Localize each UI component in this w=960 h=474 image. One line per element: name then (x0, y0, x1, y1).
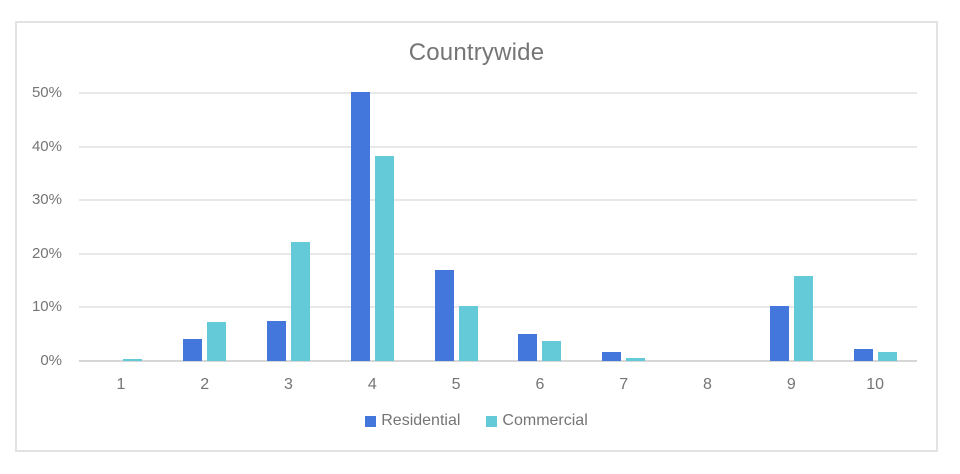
y-tick-label: 0% (40, 352, 62, 369)
legend-swatch-icon (365, 415, 377, 427)
x-tick-label: 3 (284, 376, 293, 393)
bar-commercial-1 (123, 358, 143, 361)
gridline (79, 145, 917, 148)
y-tick-label: 20% (31, 244, 62, 262)
legend-item-commercial: Commercial (486, 412, 588, 430)
x-tick-label: 6 (535, 376, 545, 393)
x-tick-label: 1 (116, 376, 126, 393)
y-tick-label: 50% (31, 84, 62, 101)
bar-residential-3 (267, 321, 286, 361)
legend-label: Residential (381, 412, 461, 429)
bar-residential-5 (434, 269, 454, 361)
x-tick-label: 8 (703, 376, 712, 393)
gridline (79, 252, 917, 255)
legend-swatch-icon (486, 415, 498, 427)
bar-residential-2 (183, 339, 203, 361)
x-axis-baseline (79, 360, 917, 362)
bar-commercial-3 (291, 242, 310, 361)
bar-residential-4 (350, 91, 370, 361)
bar-commercial-2 (207, 322, 227, 361)
x-tick-label: 4 (367, 376, 377, 393)
y-tick-label: 40% (31, 137, 62, 155)
gridline (79, 199, 917, 202)
x-tick-label: 2 (200, 376, 210, 393)
x-tick-label: 7 (619, 376, 629, 393)
bar-commercial-9 (793, 275, 813, 361)
y-tick-label: 10% (31, 298, 62, 316)
bar-commercial-10 (877, 351, 897, 361)
legend-label: Commercial (502, 412, 588, 429)
chart-legend: Residential Commercial (17, 412, 936, 430)
x-tick-label: 10 (866, 376, 884, 393)
gridline (79, 92, 917, 94)
legend-item-residential: Residential (365, 412, 460, 430)
chart-title: Countrywide (408, 39, 545, 66)
bar-residential-9 (769, 305, 789, 361)
bar-residential-10 (853, 348, 873, 361)
bar-commercial-6 (542, 341, 562, 361)
bar-residential-7 (602, 351, 622, 361)
bar-residential-6 (518, 334, 538, 361)
plot-area (79, 91, 917, 362)
gridline (79, 306, 917, 309)
x-tick-label: 9 (786, 376, 796, 393)
bar-commercial-4 (374, 156, 394, 361)
x-tick-label: 5 (451, 376, 461, 393)
chart-panel: Countrywide 0% 10% 20% 30% 40% 50% 1 2 3 4 5 6 7 8 9 1… (15, 21, 938, 452)
y-tick-label: 30% (31, 191, 62, 209)
bar-commercial-7 (626, 358, 646, 361)
bar-commercial-5 (458, 306, 478, 361)
